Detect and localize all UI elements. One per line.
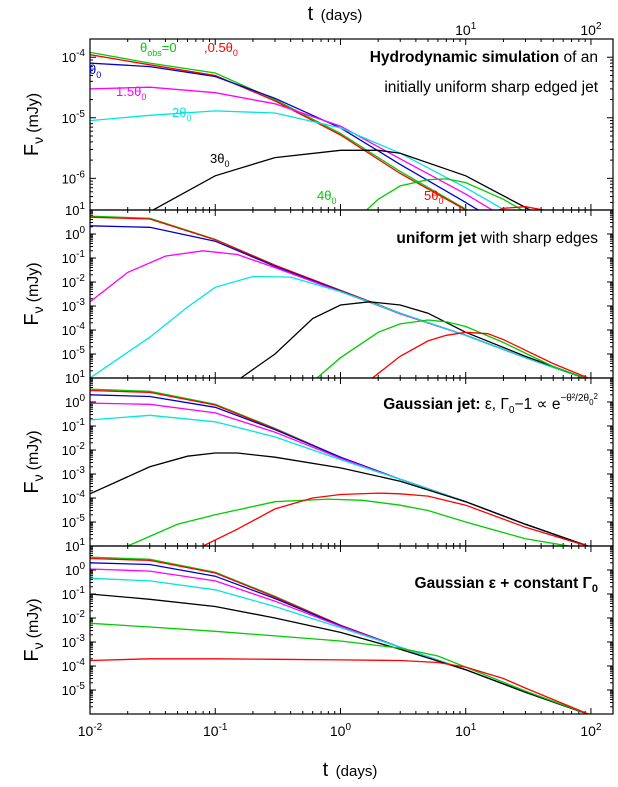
panel-2-series-5-line <box>90 275 587 378</box>
y-tick-label: 10-1 <box>62 585 86 602</box>
y-tick-label: 101 <box>65 201 85 218</box>
y-tick-label: 10-3 <box>62 633 86 650</box>
panel-2: 10-5 10-4 10-3 10-2 10-1 100 101 Fν(mJy) <box>21 201 614 379</box>
panel-1-series-6-line <box>151 149 532 210</box>
y-tick-label: 10-6 <box>62 169 86 186</box>
panels: 10-610-510-4Fν(mJy)10-510-410-310-210-11… <box>21 21 614 739</box>
svg-text:Hydrodynamic simulation of an: Hydrodynamic simulation of an <box>370 49 598 66</box>
panel-4-series-7-line <box>90 622 590 714</box>
y-tick-label: 10-2 <box>62 609 86 626</box>
y-tick-label: 100 <box>65 225 85 242</box>
x-tick-label: 101 <box>455 722 477 739</box>
y-tick-label: 10-4 <box>62 489 86 506</box>
panel-1-title-bold: Hydrodynamic simulation <box>370 49 559 66</box>
y-tick-label: 10-3 <box>62 465 86 482</box>
y-tick-label: 10-2 <box>62 441 86 458</box>
panel-1-series-5-line <box>90 110 506 210</box>
x-axis-label: t (days) <box>323 759 378 781</box>
panel-2-series-7-line <box>316 319 587 378</box>
label-half-theta0: ,0.5θ0 <box>204 40 238 58</box>
label-2theta0: 2θ0 <box>172 105 191 123</box>
panel-2-title: uniform jet with sharp edges <box>396 230 598 247</box>
panel-1-title-line2: initially uniform sharp edged jet <box>384 79 598 96</box>
panel-1: 10-6 10-5 10-4 Fν(mJy) <box>21 38 614 211</box>
panel-1-series-7-line <box>365 178 524 210</box>
panel-2-series-8-line <box>372 331 590 378</box>
panel-1-title-rest: of an <box>559 49 598 66</box>
y-tick-label: 10-4 <box>62 321 86 338</box>
y-tick-label: 10-4 <box>62 657 86 674</box>
y-tick-label: 10-5 <box>62 109 86 126</box>
y-tick-label: 10-1 <box>62 417 86 434</box>
y-tick-label: 10-3 <box>62 297 86 314</box>
y-tick-label: 10-4 <box>62 48 86 65</box>
label-1.5theta0: 1.5θ0 <box>116 84 146 102</box>
x-tick-label: 102 <box>580 722 602 739</box>
panel-4-frame <box>89 545 614 715</box>
panel-1-y-axis-label: Fν(mJy) <box>21 93 46 156</box>
y-tick-label: 10-2 <box>62 273 86 290</box>
x-tick-label: 10-2 <box>78 722 103 739</box>
panel-3-title: Gaussian jet: ε, Γ0−1 ∝ e−θ²/2θ02 <box>383 392 598 416</box>
y-tick-label: 101 <box>65 537 85 554</box>
y-tick-label: 10-5 <box>62 681 86 698</box>
panel-1-series-8-line <box>497 206 548 210</box>
panel-3-series-8-line <box>202 492 590 546</box>
label-4theta0: 4θ0 <box>317 188 336 206</box>
panel-3-series-7-line <box>127 498 573 546</box>
label-3theta0: 3θ0 <box>210 151 229 169</box>
panel-4-y-axis-label: Fν(mJy) <box>21 598 46 661</box>
top-x-axis-label: t (days) <box>308 3 363 25</box>
x-tick-label: 10-1 <box>203 722 228 739</box>
panel-2-y-axis-label: Fν(mJy) <box>21 262 46 325</box>
panel-1-series-2-line <box>90 54 467 210</box>
panel-1-series-4-line <box>90 86 494 210</box>
panel-1-title: Hydrodynamic simulation of an initially … <box>370 49 599 96</box>
top-x-tick-label: 101 <box>455 21 477 38</box>
top-x-tick-label: 102 <box>580 21 602 38</box>
panel-3-y-axis-label: Fν(mJy) <box>21 430 46 493</box>
panel-3-series-6-line <box>90 452 590 546</box>
label-theta-obs: θobs=0 <box>140 40 177 58</box>
panel-4: 10-5 10-4 10-3 10-2 10-1 100 101 Fν(mJy) <box>21 537 614 715</box>
y-tick-label: 100 <box>65 393 85 410</box>
panel-4-title: Gaussian ε + constant Γ0 <box>415 575 598 595</box>
y-tick-label: 10-1 <box>62 249 86 266</box>
y-tick-label: 10-5 <box>62 345 86 362</box>
x-tick-label: 100 <box>330 722 352 739</box>
label-5theta0: 5θ0 <box>424 188 443 206</box>
panel-4-series-8-line <box>90 658 590 714</box>
panel-1-curve-labels: θobs=0 ,0.5θ0 θ0 1.5θ0 2θ0 3θ0 4θ0 5θ0 <box>89 40 443 206</box>
y-tick-label: 100 <box>65 561 85 578</box>
y-tick-label: 10-5 <box>62 513 86 530</box>
label-theta0: θ0 <box>89 62 101 80</box>
y-tick-label: 101 <box>65 369 85 386</box>
panel-1-series-1-line <box>90 51 469 210</box>
panel-1-series-3-line <box>90 62 480 210</box>
